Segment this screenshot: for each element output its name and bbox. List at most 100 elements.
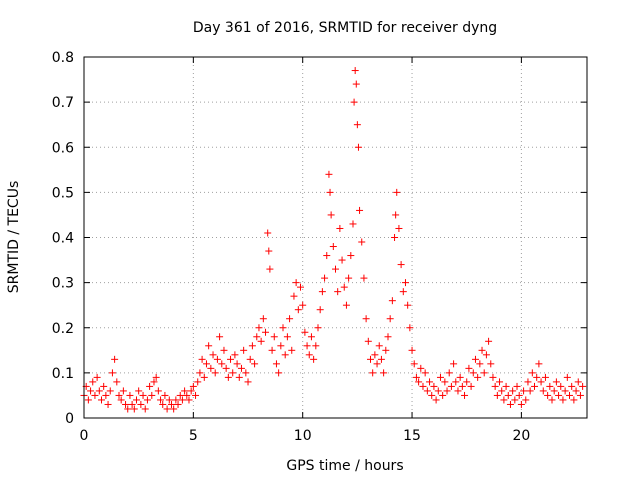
y-tick-label: 0.8 xyxy=(52,50,74,66)
data-point xyxy=(576,391,584,399)
data-point xyxy=(491,382,499,390)
data-point xyxy=(89,378,97,386)
data-point xyxy=(557,382,565,390)
data-point xyxy=(281,351,289,359)
data-point xyxy=(87,387,95,395)
data-point xyxy=(91,391,99,399)
chart-title: Day 361 of 2016, SRMTID for receiver dyn… xyxy=(193,20,497,36)
data-point xyxy=(111,355,119,363)
data-point xyxy=(489,373,497,381)
data-point xyxy=(220,346,228,354)
data-point xyxy=(275,369,283,377)
data-point xyxy=(265,247,273,255)
y-tick-label: 0.6 xyxy=(52,140,74,156)
data-point xyxy=(511,396,519,404)
data-point xyxy=(434,387,442,395)
data-point xyxy=(294,306,302,314)
data-point xyxy=(268,346,276,354)
data-point xyxy=(329,243,337,251)
y-tick-label: 0.1 xyxy=(52,366,74,382)
data-point xyxy=(202,360,210,368)
data-point xyxy=(255,324,263,332)
data-point xyxy=(135,387,143,395)
data-point xyxy=(406,324,414,332)
data-point xyxy=(108,369,116,377)
data-point xyxy=(119,387,127,395)
data-point xyxy=(401,279,409,287)
data-point xyxy=(561,387,569,395)
data-point xyxy=(515,391,523,399)
data-point xyxy=(447,382,455,390)
data-point xyxy=(485,337,493,345)
data-point xyxy=(421,369,429,377)
data-point xyxy=(272,360,280,368)
data-point xyxy=(461,391,469,399)
data-point xyxy=(205,342,213,350)
data-point xyxy=(170,405,178,413)
data-point xyxy=(259,315,267,323)
data-point xyxy=(493,391,501,399)
data-point xyxy=(95,387,103,395)
data-point xyxy=(524,378,532,386)
data-point xyxy=(314,324,322,332)
data-point xyxy=(178,396,186,404)
data-point xyxy=(143,396,151,404)
data-point xyxy=(526,387,534,395)
data-point xyxy=(126,391,134,399)
data-point xyxy=(392,211,400,219)
data-point xyxy=(240,346,248,354)
data-point xyxy=(566,391,574,399)
data-point xyxy=(410,360,418,368)
data-point xyxy=(301,328,309,336)
data-point xyxy=(279,324,287,332)
axis-ticks xyxy=(83,56,587,419)
data-point xyxy=(292,279,300,287)
data-point xyxy=(310,355,318,363)
data-point xyxy=(441,378,449,386)
data-point xyxy=(404,301,412,309)
data-point xyxy=(323,252,331,260)
x-axis-title: GPS time / hours xyxy=(286,458,403,474)
data-point xyxy=(237,364,245,372)
y-tick-label: 0.2 xyxy=(52,321,74,337)
data-point xyxy=(100,382,108,390)
data-point xyxy=(283,333,291,341)
data-point xyxy=(388,297,396,305)
data-point xyxy=(391,234,399,241)
data-point xyxy=(480,369,488,377)
data-point xyxy=(432,396,440,404)
data-point xyxy=(290,292,298,300)
data-point xyxy=(482,351,490,359)
data-point xyxy=(172,396,180,404)
data-point xyxy=(364,337,372,345)
data-point xyxy=(471,355,479,363)
data-point xyxy=(353,121,361,129)
data-point xyxy=(498,387,506,395)
data-point xyxy=(504,391,512,399)
data-point xyxy=(97,396,105,404)
data-point xyxy=(174,400,182,408)
y-tick-label: 0.5 xyxy=(52,185,74,201)
data-point xyxy=(152,373,160,381)
data-point xyxy=(419,382,427,390)
data-point xyxy=(297,283,305,291)
data-point xyxy=(350,98,358,106)
data-point xyxy=(231,351,239,359)
data-points xyxy=(80,67,587,413)
data-point xyxy=(312,342,320,350)
data-point xyxy=(572,387,580,395)
data-point xyxy=(517,400,525,408)
data-point xyxy=(351,67,359,75)
data-point xyxy=(117,396,125,404)
data-point xyxy=(458,382,466,390)
data-point xyxy=(474,373,482,381)
data-point xyxy=(183,391,191,399)
data-point xyxy=(338,256,346,264)
data-point xyxy=(148,391,156,399)
data-point xyxy=(325,170,333,178)
data-point xyxy=(369,369,377,377)
data-point xyxy=(264,229,272,237)
data-point xyxy=(559,396,567,404)
data-point xyxy=(417,364,425,372)
x-tick-label: 20 xyxy=(512,428,530,444)
